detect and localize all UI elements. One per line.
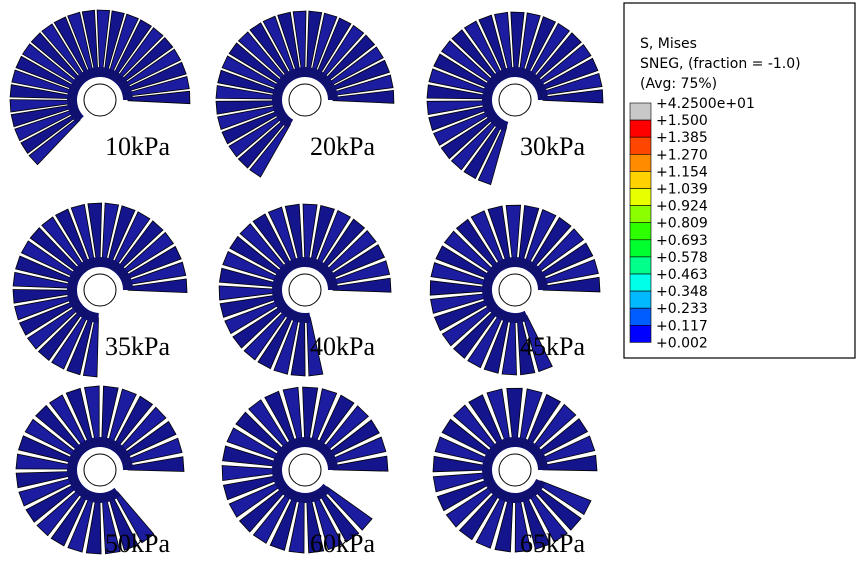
legend-label: +0.002: [656, 335, 708, 351]
pressure-label: 50kPa: [105, 529, 170, 558]
legend-swatch: [629, 119, 652, 138]
fan-hole: [288, 273, 322, 307]
legend-label: +1.385: [656, 130, 708, 146]
legend-label: +1.039: [656, 182, 708, 198]
fan-model: [9, 9, 191, 166]
legend-swatch: [629, 205, 652, 224]
legend-label: +0.809: [656, 216, 708, 232]
legend-swatch: [629, 307, 652, 326]
legend-label: +0.233: [656, 301, 708, 317]
fan-hole: [83, 83, 117, 117]
fan-base: [67, 437, 133, 503]
fan-base: [482, 67, 548, 132]
legend-swatch: [629, 239, 652, 258]
pressure-label: 40kPa: [310, 332, 375, 361]
legend-swatch: [629, 188, 652, 206]
fan-model: [218, 203, 392, 377]
legend-swatch: [629, 171, 652, 189]
legend-title: S, Mises: [640, 36, 697, 52]
fan-model: [12, 202, 188, 378]
fan-hole: [83, 273, 117, 307]
legend-title: SNEG, (fraction = -1.0): [640, 56, 801, 72]
fan-base: [272, 437, 338, 503]
fan-hole: [498, 453, 532, 487]
pressure-label: 65kPa: [520, 529, 585, 558]
fan-base: [272, 257, 338, 323]
legend-label: +1.500: [656, 113, 708, 129]
legend-label: +0.578: [656, 250, 708, 266]
fan-model: [215, 10, 395, 178]
fan-model: [426, 11, 604, 186]
legend-swatch: [629, 222, 652, 241]
pressure-label: 10kPa: [105, 132, 170, 161]
legend-swatch: [629, 273, 652, 292]
legend-label: +1.270: [656, 147, 708, 163]
fan-base: [67, 257, 133, 323]
legend-swatch: [629, 102, 652, 121]
legend-swatch: [629, 256, 652, 275]
pressure-label: 30kPa: [520, 132, 585, 161]
pressure-label: 20kPa: [310, 132, 375, 161]
fan-hole: [288, 453, 322, 487]
legend-box: [623, 2, 856, 359]
fan-hole: [288, 83, 322, 117]
fan-base: [67, 67, 133, 124]
legend-label: +0.463: [656, 267, 708, 283]
fan-model: [429, 204, 601, 376]
fan-hole: [498, 273, 532, 307]
legend-swatch: [629, 136, 652, 155]
legend-label: +1.154: [656, 164, 708, 180]
pressure-label: 35kPa: [105, 332, 170, 361]
legend-label: +0.117: [656, 318, 708, 334]
fan-model: [221, 386, 389, 554]
fan-base: [272, 67, 338, 129]
legend-label: +0.348: [656, 284, 708, 300]
legend-swatch: [629, 324, 652, 343]
pressure-label: 45kPa: [520, 332, 585, 361]
legend-title: (Avg: 75%): [640, 76, 717, 92]
legend-label: +4.2500e+01: [656, 96, 755, 112]
legend-label: +0.693: [656, 233, 708, 249]
legend-swatch: [629, 154, 652, 172]
pressure-label: 60kPa: [310, 529, 375, 558]
fan-base: [482, 257, 548, 323]
legend-swatch: [629, 290, 652, 309]
fan-base: [482, 437, 548, 503]
fan-hole: [83, 453, 117, 487]
fan-hole: [498, 83, 532, 117]
fan-model: [15, 385, 185, 555]
fan-model: [432, 387, 598, 553]
legend-label: +0.924: [656, 199, 708, 215]
